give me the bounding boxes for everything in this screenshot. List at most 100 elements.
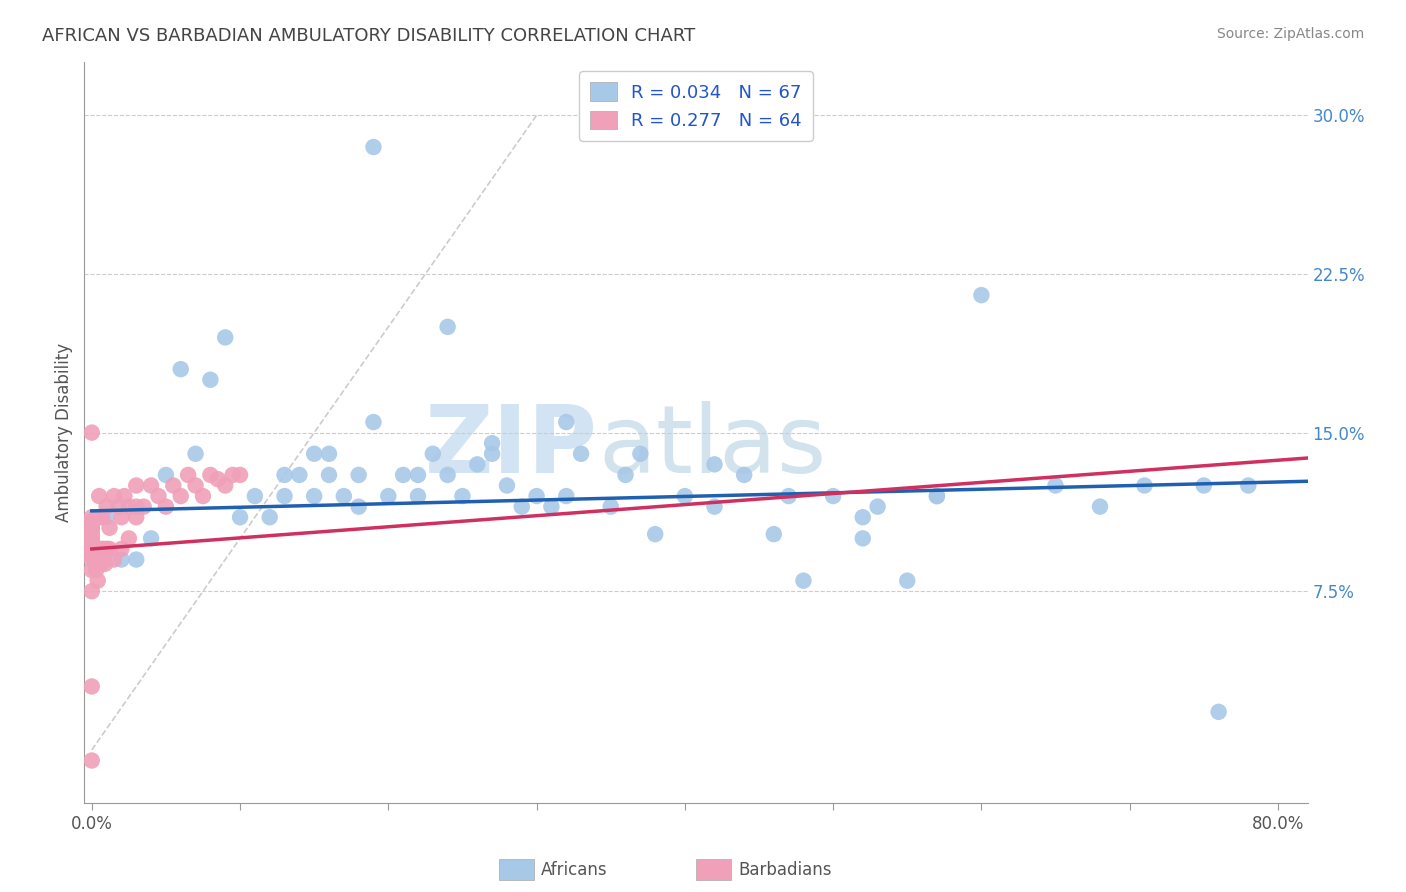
Point [555, 415, 578, 429]
Point [80, 541, 103, 556]
Point [80, 549, 103, 563]
Text: atlas: atlas [598, 401, 827, 493]
Point [229, 467, 252, 482]
Point [363, 415, 385, 429]
Point [125, 500, 148, 514]
Point [214, 330, 236, 344]
Point [436, 319, 458, 334]
Point [569, 447, 592, 461]
Text: Source: ZipAtlas.com: Source: ZipAtlas.com [1216, 27, 1364, 41]
Point [436, 467, 458, 482]
Point [110, 541, 132, 556]
Point [184, 478, 207, 492]
Point [86, 574, 108, 588]
Point [481, 447, 503, 461]
Point [80, 532, 103, 546]
Point [118, 500, 141, 514]
Point [406, 467, 429, 482]
Point [302, 447, 325, 461]
Point [177, 467, 200, 482]
Point [94, 557, 117, 571]
Point [103, 552, 125, 566]
Point [184, 447, 207, 461]
Point [200, 373, 222, 387]
Point [451, 489, 474, 503]
Point [139, 532, 162, 546]
Point [792, 574, 814, 588]
Point [347, 467, 370, 482]
Point [555, 489, 578, 503]
Point [392, 467, 415, 482]
Point [125, 510, 148, 524]
Point [778, 489, 800, 503]
Point [91, 541, 114, 556]
Point [80, 510, 103, 524]
Point [118, 532, 141, 546]
Point [89, 552, 111, 566]
Point [83, 552, 105, 566]
Point [107, 500, 129, 514]
Point [80, 535, 103, 549]
Point [1237, 478, 1260, 492]
Point [925, 489, 948, 503]
Point [89, 510, 111, 524]
Point [80, 535, 103, 549]
Point [80, 754, 103, 768]
Point [762, 527, 785, 541]
Point [510, 500, 533, 514]
Point [139, 478, 162, 492]
Point [970, 288, 993, 302]
Point [214, 478, 236, 492]
Point [170, 489, 193, 503]
Point [80, 541, 103, 556]
Point [80, 425, 103, 440]
Point [200, 467, 222, 482]
Point [496, 478, 519, 492]
Point [422, 447, 444, 461]
Point [852, 532, 875, 546]
Point [80, 532, 103, 546]
Point [80, 521, 103, 535]
Point [80, 532, 103, 546]
Point [125, 552, 148, 566]
Point [540, 500, 562, 514]
Point [110, 510, 132, 524]
Point [599, 500, 621, 514]
Text: AFRICAN VS BARBADIAN AMBULATORY DISABILITY CORRELATION CHART: AFRICAN VS BARBADIAN AMBULATORY DISABILI… [42, 27, 696, 45]
Point [377, 489, 399, 503]
Point [110, 552, 132, 566]
Point [1192, 478, 1215, 492]
Point [80, 524, 103, 539]
Point [80, 532, 103, 546]
Point [221, 467, 243, 482]
Text: Africans: Africans [541, 861, 607, 879]
Point [733, 467, 755, 482]
Point [363, 140, 385, 154]
Point [481, 436, 503, 450]
Point [103, 489, 125, 503]
Point [80, 521, 103, 535]
Point [162, 478, 184, 492]
Point [644, 527, 666, 541]
Point [80, 563, 103, 577]
Point [80, 541, 103, 556]
Point [90, 557, 112, 571]
Point [80, 527, 103, 541]
Point [406, 489, 429, 503]
Point [132, 500, 155, 514]
Point [866, 500, 889, 514]
Point [112, 489, 135, 503]
Point [1133, 478, 1156, 492]
Point [96, 541, 118, 556]
Point [93, 541, 115, 556]
Point [170, 362, 193, 376]
Point [673, 489, 696, 503]
Point [243, 489, 266, 503]
Point [614, 467, 637, 482]
Point [89, 541, 111, 556]
Point [318, 447, 340, 461]
Point [80, 515, 103, 529]
Point [207, 472, 229, 486]
Point [98, 541, 121, 556]
Point [155, 500, 177, 514]
